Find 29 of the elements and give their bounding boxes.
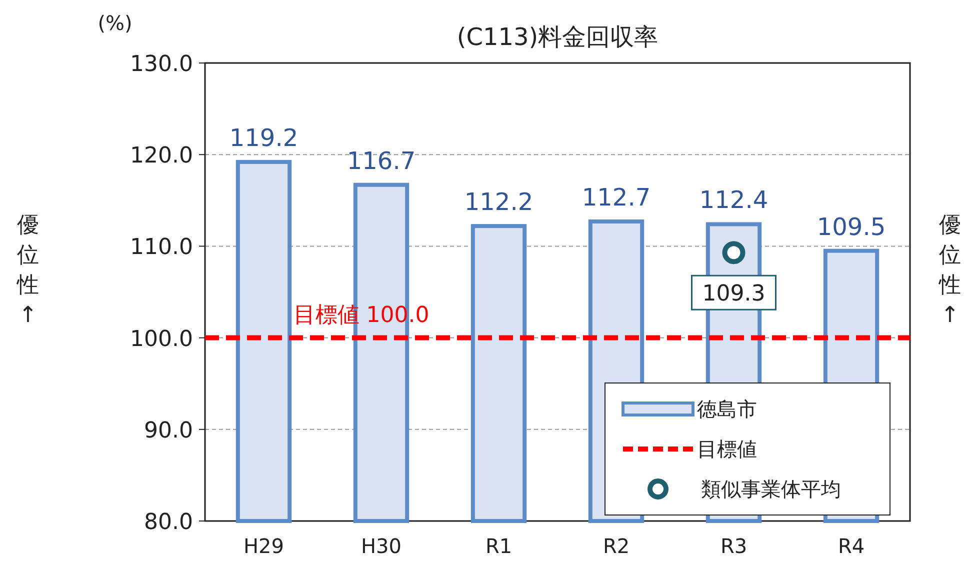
data-label: 116.7 — [346, 146, 416, 175]
y-tick-label: 110.0 — [130, 235, 193, 260]
x-tick-label: R2 — [602, 534, 630, 558]
x-tick-label: R1 — [485, 534, 512, 558]
data-label: 109.5 — [816, 212, 886, 241]
data-label: 119.2 — [229, 124, 298, 152]
side-note: 優位性↑ — [17, 213, 39, 328]
y-tick-label: 100.0 — [130, 326, 193, 352]
x-tick-label: R3 — [720, 534, 748, 558]
y-axis-title: (%) — [98, 11, 132, 35]
legend-item: 目標値 — [623, 437, 757, 461]
data-label: 112.4 — [699, 186, 768, 214]
legend-label: 目標値 — [697, 437, 757, 461]
y-tick-label: 80.0 — [144, 510, 193, 535]
y-tick-label: 120.0 — [130, 144, 193, 169]
y-tick-label: 90.0 — [144, 418, 193, 444]
x-tick-label: H30 — [361, 534, 402, 558]
legend-item: 徳島市 — [622, 397, 757, 421]
data-label: 109.3 — [702, 282, 766, 307]
legend-item: 類似事業体平均 — [648, 477, 841, 501]
x-tick-label: R4 — [838, 534, 865, 558]
legend-label: 徳島市 — [697, 397, 757, 421]
x-tick-label: H29 — [244, 534, 284, 558]
chart-title: (C113)料金回収率 — [456, 23, 658, 51]
data-label: 112.7 — [582, 183, 651, 212]
legend-label: 類似事業体平均 — [701, 477, 841, 501]
y-tick-label: 130.0 — [130, 52, 193, 77]
side-note: 優位性↑ — [939, 213, 961, 328]
data-label: 112.2 — [464, 188, 534, 216]
